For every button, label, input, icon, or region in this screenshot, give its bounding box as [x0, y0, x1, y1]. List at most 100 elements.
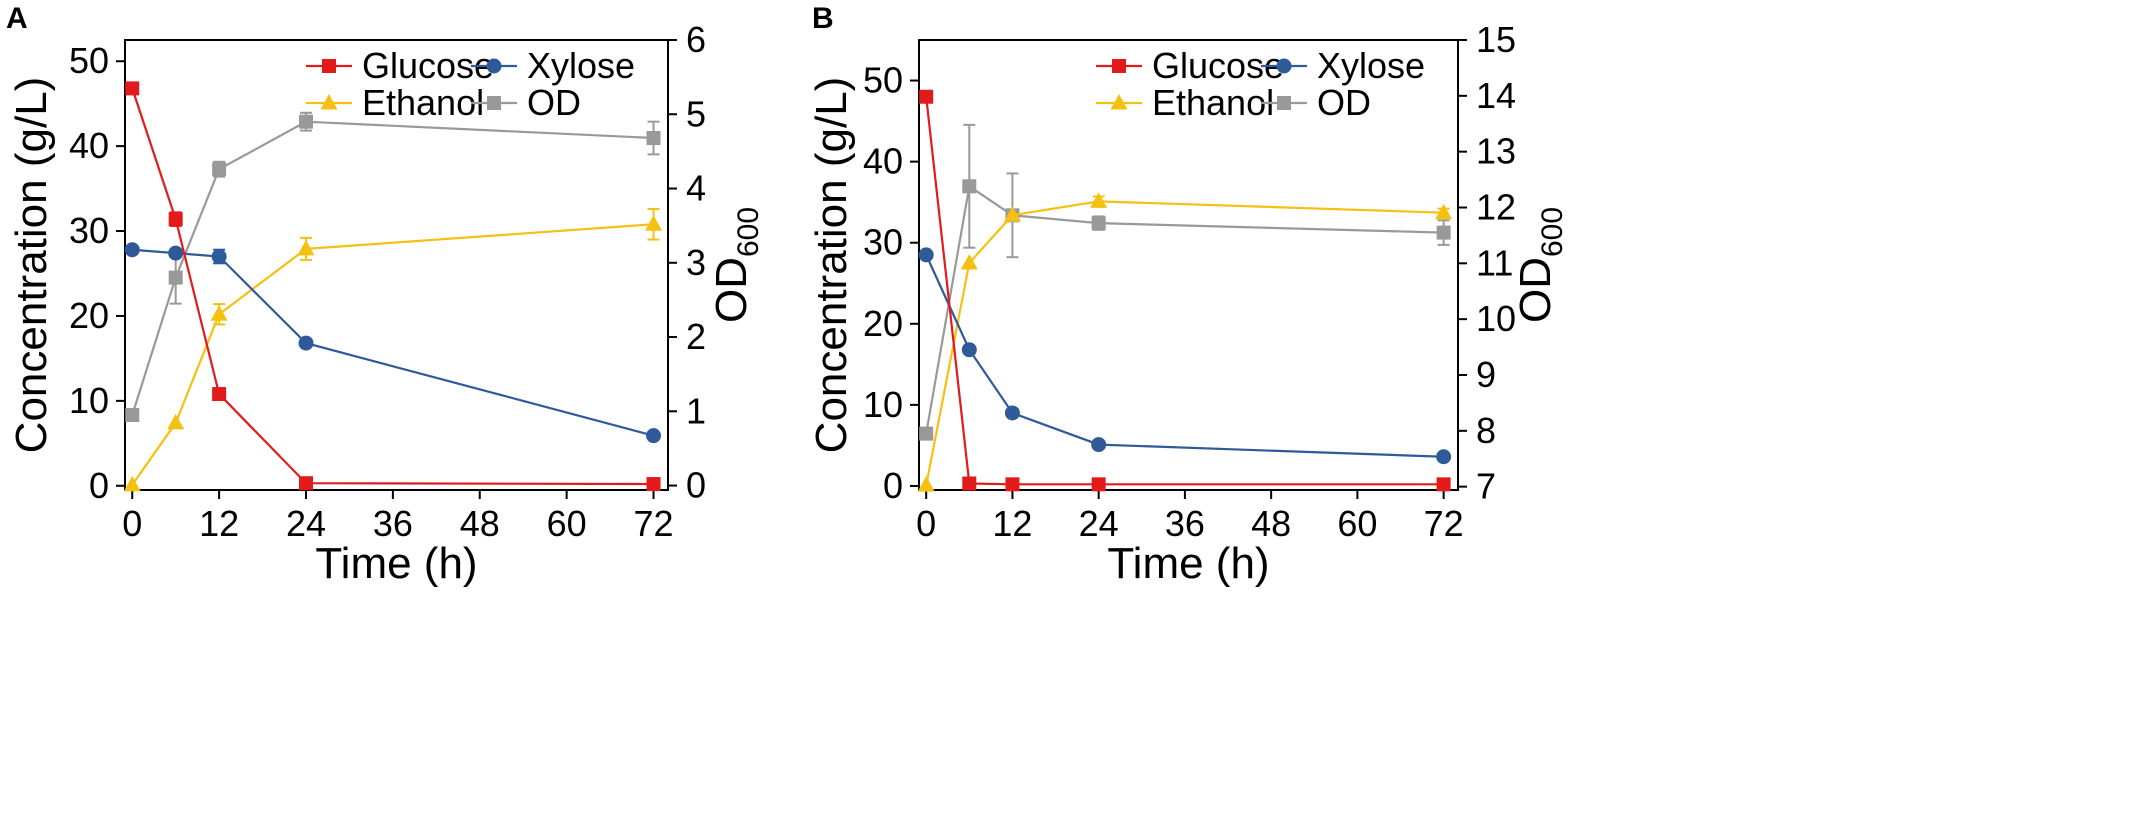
chart-b-ethanol-point: [1003, 206, 1021, 222]
chart-b-panel-letter: B: [812, 2, 834, 35]
chart-b-xylose-point: [1091, 437, 1107, 453]
chart-b-y2-tick-label: 7: [1476, 466, 1496, 507]
chart-a-y-axis-title: Concentration (g/L): [7, 77, 56, 454]
chart-b-y-tick-label: 30: [863, 222, 903, 263]
chart-b-legend-xylose-label: Xylose: [1317, 45, 1425, 86]
chart-a-y2-tick-label: 0: [686, 465, 706, 506]
chart-b-glucose-point: [962, 476, 977, 491]
chart-a-y-tick-label: 20: [69, 295, 109, 336]
chart-b-xylose-point: [961, 342, 977, 358]
chart-b-x-tick-label: 24: [1079, 503, 1119, 544]
chart-a-od-point: [212, 162, 227, 177]
chart-b-panel: B 0 12 24 36 48 60 72 0 10 20 30 40 50 7 8 9 10 11 12 13 14 15…: [807, 2, 1569, 588]
chart-a-y2-axis-title-subscript: 600: [732, 207, 765, 257]
chart-b-glucose-line: [925, 96, 1444, 486]
chart-b-ethanol-point: [917, 476, 935, 492]
chart-b-xylose-point: [918, 247, 934, 263]
chart-a-y-tick-label: 10: [69, 380, 109, 421]
chart-a-ethanol-point: [645, 215, 663, 231]
chart-b-y-tick-label: 40: [863, 141, 903, 182]
chart-b-y2-axis-title-main: OD: [1511, 257, 1560, 323]
chart-a-x-tick-label: 0: [122, 503, 142, 544]
chart-a-glucose-point: [168, 212, 183, 227]
chart-a-legend-glucose-marker: [322, 59, 336, 73]
chart-b-legend-glucose-marker: [1112, 59, 1126, 73]
chart-a-legend-ethanol-label: Ethanol: [362, 82, 484, 123]
chart-b-y2-tick-label: 9: [1476, 354, 1496, 395]
chart-a-x-tick-label: 36: [373, 503, 413, 544]
chart-b-y2-tick-label: 14: [1476, 75, 1516, 116]
chart-a-y-tick-label: 30: [69, 210, 109, 251]
chart-a-xylose-point: [211, 249, 227, 265]
chart-a-x-tick-label: 48: [460, 503, 500, 544]
chart-b-od-point: [1436, 225, 1451, 240]
chart-a-y-tick-label: 40: [69, 125, 109, 166]
chart-b-ethanol-line: [925, 200, 1444, 486]
chart-a-y2-tick-label: 2: [686, 316, 706, 357]
chart-b-ethanol-point: [1435, 203, 1453, 220]
chart-a-series-od: [125, 111, 661, 422]
chart-b-ethanol-point: [1090, 192, 1108, 208]
chart-a-ethanol-point: [210, 305, 228, 321]
chart-b-y-tick-label: 0: [883, 465, 903, 506]
chart-b-y2-axis-title-subscript: 600: [1536, 207, 1569, 257]
chart-a-od-point: [299, 114, 313, 129]
chart-a-y-tick-label: 50: [69, 40, 109, 81]
chart-b-y-tick-label: 50: [863, 60, 903, 101]
chart-b-y2-tick-label: 15: [1476, 19, 1516, 60]
chart-a-od-point: [125, 408, 140, 422]
chart-b-legend-xylose-marker: [1276, 58, 1292, 74]
chart-b-y2-tick-label: 8: [1476, 410, 1496, 451]
chart-a-od-line: [131, 120, 654, 416]
chart-a-od-point: [168, 270, 183, 285]
chart-b-series-xylose: [918, 247, 1452, 465]
chart-a-xylose-point: [168, 245, 184, 261]
chart-b-glucose-point: [919, 89, 934, 104]
chart-b-glucose-point: [1091, 477, 1106, 492]
chart-a-x-tick-label: 12: [199, 503, 239, 544]
chart-b-xylose-point: [1436, 449, 1452, 465]
chart-a-glucose-line: [131, 88, 654, 486]
chart-b-y2-tick-label: 12: [1476, 186, 1516, 227]
chart-b-od-point: [962, 179, 977, 194]
chart-a-glucose-point: [212, 387, 227, 402]
chart-a-legend-xylose-label: Xylose: [527, 45, 635, 86]
chart-b-series-ethanol: [917, 192, 1453, 492]
chart-a-xylose-line: [132, 248, 654, 437]
chart-b-legend-ethanol-label: Ethanol: [1152, 82, 1274, 123]
chart-a-y2-tick-label: 3: [686, 242, 706, 283]
chart-b-xylose-line: [925, 254, 1444, 458]
chart-a-y2-axis-title: OD600: [707, 207, 765, 323]
chart-a-plot-frame: [124, 39, 669, 491]
chart-b-x-tick-label: 72: [1424, 503, 1464, 544]
chart-a-xylose-point: [298, 335, 314, 351]
chart-b-y2-axis-title: OD600: [1511, 207, 1569, 323]
chart-b-xylose-point: [1004, 405, 1020, 421]
chart-a-xylose-point: [646, 428, 662, 444]
chart-a-y2-tick-label: 5: [686, 93, 706, 134]
chart-b-series-glucose: [919, 89, 1451, 492]
chart-b-y2-tick-label: 11: [1476, 242, 1513, 283]
chart-a-series-xylose: [124, 242, 662, 444]
chart-a-glucose-point: [299, 476, 313, 491]
chart-a-x-tick-label: 60: [547, 503, 587, 544]
chart-a-od-point: [646, 131, 661, 146]
chart-a-x-tick-label: 24: [286, 503, 326, 544]
chart-b-y2-tick-label: 10: [1476, 298, 1516, 339]
chart-b-legend-od-marker: [1277, 96, 1291, 110]
chart-b-y-axis-title: Concentration (g/L): [807, 77, 856, 454]
chart-a-x-axis-title: Time (h): [315, 539, 477, 588]
chart-a-xylose-point: [124, 242, 140, 258]
chart-a-y-tick-label: 0: [89, 465, 109, 506]
chart-b-glucose-point: [1005, 477, 1020, 492]
chart-a-legend-xylose-marker: [486, 58, 502, 74]
chart-b-plot-frame: [918, 39, 1459, 491]
chart-b-y-tick-label: 10: [863, 384, 903, 425]
chart-a-y2-tick-label: 1: [686, 390, 706, 431]
chart-a-panel-letter: A: [6, 2, 28, 35]
chart-a-ethanol-point: [123, 475, 141, 492]
chart-a-series-ethanol: [123, 207, 663, 492]
